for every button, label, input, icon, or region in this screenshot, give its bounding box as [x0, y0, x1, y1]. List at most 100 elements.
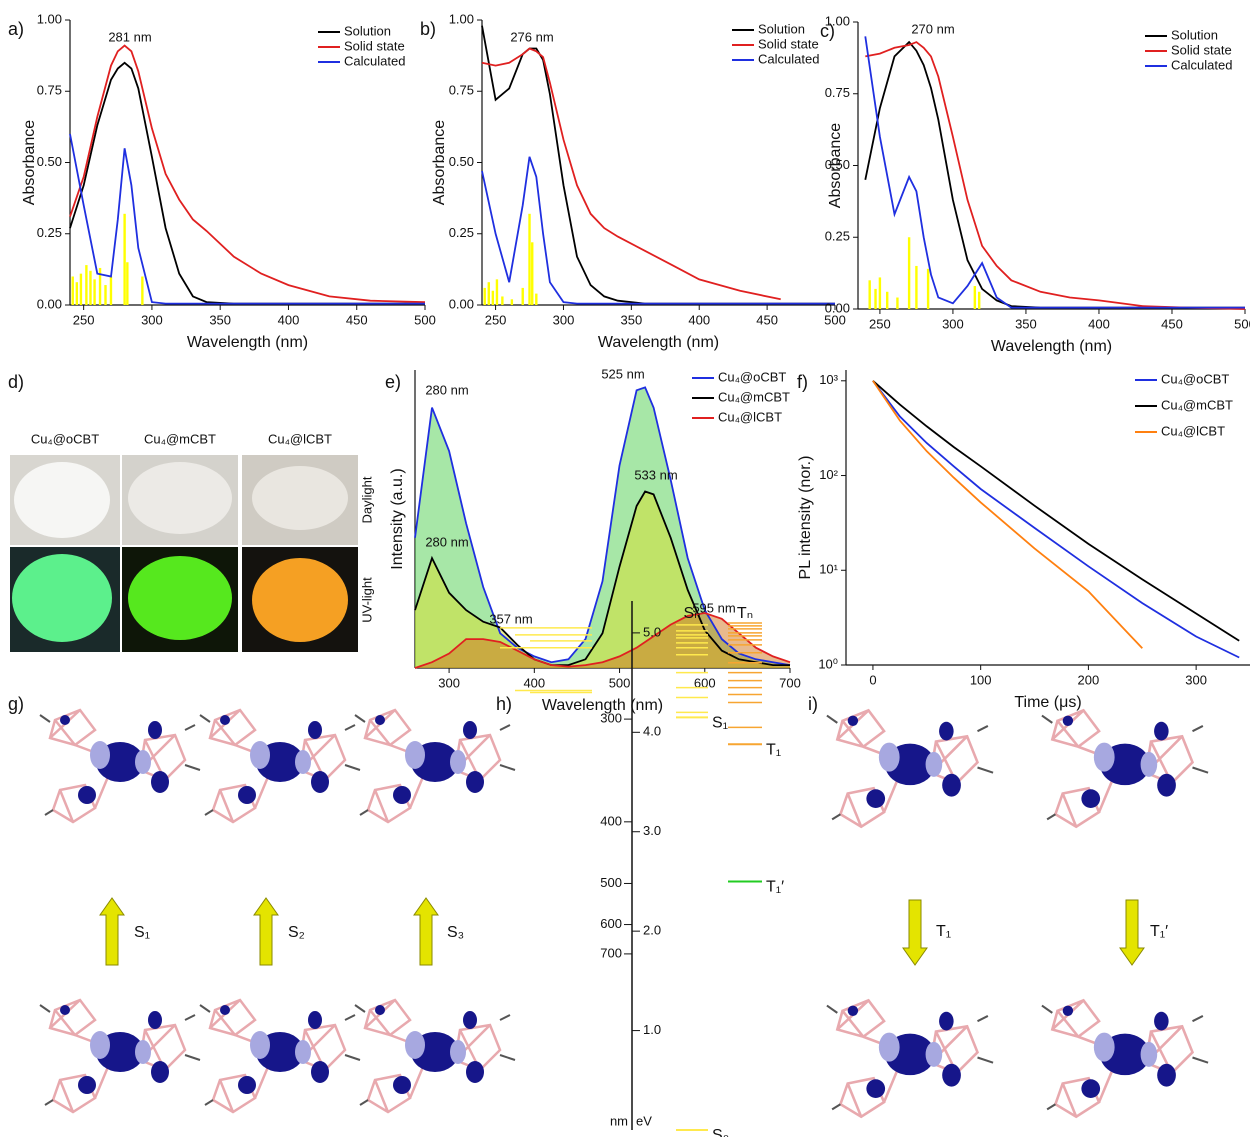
photo-sample	[128, 556, 232, 640]
orbital-image	[825, 709, 995, 829]
legend-label: Cu₄@lCBT	[1161, 423, 1225, 438]
legend-label: Cu₄@oCBT	[1161, 371, 1229, 386]
x-tick-label: 700	[779, 675, 801, 690]
panel-label: i)	[808, 694, 818, 714]
sample-label: Cu₄@lCBT	[268, 431, 332, 446]
stick	[79, 273, 83, 305]
stick	[907, 237, 911, 309]
annotation: 595 nm	[692, 600, 735, 615]
x-tick-label: 300	[942, 316, 964, 331]
y-tick-label: 0.00	[825, 300, 850, 315]
y-tick-label: 0.25	[825, 229, 850, 244]
annotation: 281 nm	[108, 29, 151, 44]
x-axis-title: Wavelength (nm)	[598, 334, 719, 351]
stick	[98, 267, 102, 305]
y-tick-label: 0.75	[825, 85, 850, 100]
stick	[531, 242, 534, 305]
transition-label: S₂	[288, 924, 305, 941]
series-line	[872, 380, 1240, 659]
arrow-down	[1119, 899, 1145, 966]
y-axis-title: Absorbance	[431, 120, 448, 205]
x-tick-label: 500	[414, 312, 436, 327]
x-axis-title: Wavelength (nm)	[187, 334, 308, 351]
series-line	[69, 133, 425, 305]
panel-label: g)	[8, 694, 24, 714]
panel-label: f)	[797, 372, 808, 392]
series-line	[414, 612, 791, 669]
orbital-panel: i) T₁ T₁′	[808, 694, 1210, 1119]
orbital-image	[825, 999, 995, 1119]
panel-label: b)	[420, 19, 436, 39]
annotation: 525 nm	[601, 366, 644, 381]
stick	[926, 268, 930, 309]
stick	[868, 280, 871, 309]
annotation: 533 nm	[634, 467, 677, 482]
x-tick-label: 250	[485, 312, 507, 327]
y-tick-label: 0.50	[37, 154, 62, 169]
area	[415, 387, 790, 668]
stick	[85, 265, 88, 305]
y-tick-label: 4.0	[643, 724, 661, 739]
arrow-up	[413, 897, 439, 966]
x-tick-label: 450	[346, 312, 368, 327]
stick	[126, 262, 129, 305]
x-tick-label: 350	[1015, 316, 1037, 331]
x-tick-label: 400	[278, 312, 300, 327]
y-tick-label: 0.75	[449, 83, 474, 98]
y-tick-label: 0.25	[449, 225, 474, 240]
panel-label: d)	[8, 372, 24, 392]
series-line	[872, 380, 1240, 642]
x-tick-label: 500	[824, 312, 846, 327]
y-tick-label: 10²	[819, 467, 838, 482]
y-tick-label: 3.0	[643, 823, 661, 838]
legend-label: Cu₄@mCBT	[718, 389, 790, 404]
x-tick-label: 500	[609, 675, 631, 690]
sample-label: Cu₄@mCBT	[144, 431, 216, 446]
panel-label: e)	[385, 372, 401, 392]
x-tick-label: 500	[1234, 316, 1250, 331]
nm-tick-label: 500	[600, 875, 622, 890]
stick	[71, 276, 74, 305]
y-axis-title: Absorbance	[21, 120, 38, 205]
x-tick-label: 350	[620, 312, 642, 327]
legend-label: Cu₄@mCBT	[1161, 397, 1233, 412]
series-line	[872, 380, 1143, 649]
photo-grid: d) Cu₄@oCBT Cu₄@mCBT Cu₄@lCBT Daylight U…	[8, 372, 374, 652]
stick	[886, 291, 889, 309]
y-tick-label: 5.0	[643, 624, 661, 639]
series-line	[414, 386, 791, 666]
y-tick-label: 2.0	[643, 923, 661, 938]
nm-tick-label: 700	[600, 945, 622, 960]
level-label: S₁	[712, 715, 728, 732]
stick	[89, 270, 92, 305]
orbital-image	[1040, 709, 1210, 829]
orbital-image	[38, 998, 202, 1114]
stick	[104, 285, 107, 305]
y-tick-label: 0.00	[37, 296, 62, 311]
legend-label: Solution	[1171, 27, 1218, 42]
level-label: S₀	[712, 1127, 729, 1137]
annotation: 280 nm	[425, 382, 468, 397]
stick	[487, 282, 490, 305]
x-tick-label: 450	[756, 312, 778, 327]
x-axis-title: Time (μs)	[1014, 694, 1081, 711]
series-line	[864, 40, 1245, 309]
x-tick-label: 400	[688, 312, 710, 327]
x-tick-label: 100	[970, 672, 992, 687]
orbital-image	[1040, 999, 1210, 1119]
y-axis-title: Intensity (a.u.)	[389, 468, 406, 569]
transition-label: T₁′	[1150, 923, 1168, 940]
nm-tick-label: 400	[600, 813, 622, 828]
annotation: 280 nm	[425, 534, 468, 549]
x-tick-label: 250	[869, 316, 891, 331]
stick	[501, 296, 504, 305]
stick	[141, 276, 144, 305]
stick	[109, 276, 113, 305]
legend-label: Calculated	[758, 51, 819, 66]
legend-label: Calculated	[344, 53, 405, 68]
y-tick-label: 1.00	[37, 11, 62, 26]
legend-label: Cu₄@lCBT	[718, 409, 782, 424]
photo-sample	[14, 462, 110, 538]
stick	[93, 279, 96, 305]
x-axis-title: Wavelength (nm)	[542, 697, 663, 714]
